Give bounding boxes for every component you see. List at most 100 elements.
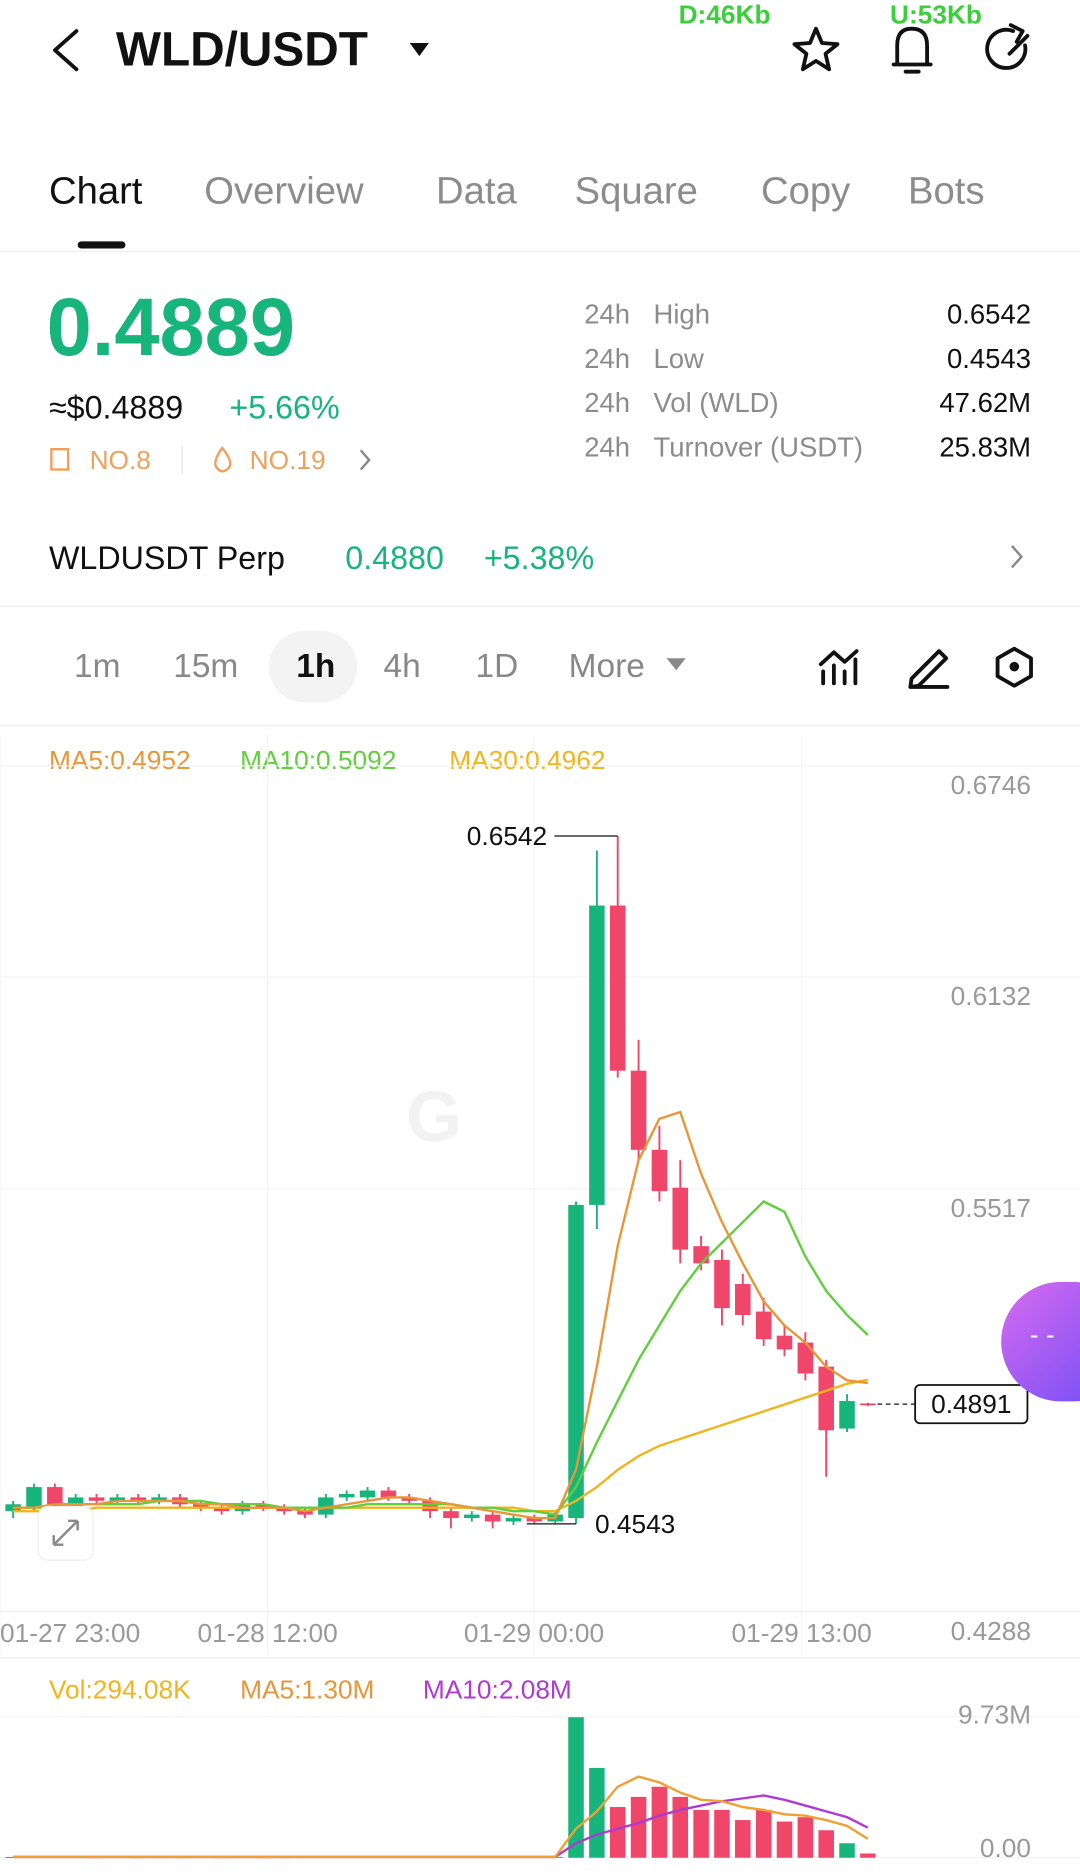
last-price: 0.4889 bbox=[47, 282, 295, 373]
tab[interactable]: Data bbox=[436, 170, 517, 213]
y-tick-label: 0.5517 bbox=[951, 1193, 1031, 1223]
volume-bar bbox=[693, 1809, 709, 1858]
floating-button[interactable] bbox=[1001, 1281, 1080, 1402]
y-tick-label: 0.6132 bbox=[951, 981, 1031, 1011]
volume-bar bbox=[860, 1853, 876, 1858]
candle-body bbox=[818, 1366, 834, 1431]
ma-label: MA5:0.4952 bbox=[49, 745, 191, 775]
tab[interactable]: Copy bbox=[761, 170, 851, 213]
tab[interactable]: Chart bbox=[49, 170, 143, 213]
rank[interactable]: NO.8 bbox=[90, 445, 151, 475]
volume-bar bbox=[672, 1796, 689, 1858]
candle-body bbox=[151, 1497, 167, 1501]
alert-icon[interactable] bbox=[891, 26, 933, 74]
stat-value: 0.4543 bbox=[947, 343, 1031, 374]
candle-body bbox=[714, 1259, 730, 1309]
candle-body bbox=[755, 1311, 772, 1340]
watermark: G bbox=[406, 1077, 462, 1157]
settings-icon[interactable] bbox=[995, 646, 1033, 688]
candle-body bbox=[109, 1497, 126, 1501]
x-tick-label: 01-29 00:00 bbox=[464, 1618, 604, 1648]
more-dropdown[interactable] bbox=[666, 658, 686, 671]
divider bbox=[0, 250, 1080, 253]
volume-bar bbox=[714, 1809, 730, 1858]
favorite-icon[interactable] bbox=[792, 26, 840, 72]
volume-bar bbox=[776, 1821, 793, 1858]
stat-period: 24h bbox=[584, 431, 630, 462]
y-tick-label: 0.4288 bbox=[951, 1616, 1031, 1646]
separator bbox=[181, 445, 183, 475]
interval[interactable]: 1D bbox=[475, 648, 518, 685]
stat-value: 0.6542 bbox=[947, 299, 1031, 330]
ma10-line bbox=[13, 1200, 869, 1516]
candle-body bbox=[213, 1507, 230, 1512]
stat-value: 47.62M bbox=[939, 387, 1031, 418]
candle-body bbox=[839, 1401, 855, 1429]
back-button[interactable] bbox=[53, 29, 79, 72]
candle-body bbox=[672, 1187, 689, 1250]
candle-body bbox=[651, 1149, 668, 1192]
candle-body bbox=[422, 1500, 438, 1512]
candle-body bbox=[797, 1342, 814, 1374]
perp-change: +5.38% bbox=[484, 540, 594, 576]
candle-body bbox=[67, 1497, 84, 1508]
ma30-line bbox=[13, 1378, 869, 1513]
stat-label: Low bbox=[653, 343, 704, 374]
share-icon[interactable] bbox=[985, 23, 1030, 70]
rank-icon bbox=[50, 448, 70, 471]
divider bbox=[0, 605, 1080, 607]
price-chart: 0.6746 0.6132 0.5517 0.4288 01-27 23:00 01-28… bbox=[0, 734, 1080, 1655]
volume-bar bbox=[818, 1830, 834, 1858]
interval[interactable]: 15m bbox=[173, 648, 238, 685]
interval-selected-bg bbox=[268, 630, 358, 703]
pair-dropdown[interactable] bbox=[409, 43, 429, 57]
upload-rate: U:53Kb bbox=[890, 0, 982, 29]
interval[interactable]: 1m bbox=[74, 648, 120, 685]
interval[interactable]: More bbox=[569, 648, 645, 685]
stats: 24h High 0.6542 24h Low 0.4543 24h Vol (WLD) 47.… bbox=[584, 299, 1031, 463]
interval[interactable]: 1h bbox=[296, 648, 335, 685]
stat-value: 25.83M bbox=[939, 431, 1031, 462]
volume-bar bbox=[797, 1817, 814, 1858]
candle-body bbox=[609, 905, 626, 1071]
interval[interactable]: 4h bbox=[383, 648, 420, 685]
candle-body bbox=[318, 1497, 334, 1515]
perp-name[interactable]: WLDUSDT Perp bbox=[49, 540, 285, 576]
candle-body bbox=[568, 1204, 584, 1519]
ma5-line bbox=[13, 1110, 868, 1520]
vol-ma5-line bbox=[13, 1775, 869, 1859]
candle-body bbox=[88, 1497, 105, 1501]
perp-price: 0.4880 bbox=[345, 540, 444, 576]
stat-period: 24h bbox=[584, 343, 630, 374]
low-label: 0.4543 bbox=[595, 1509, 675, 1539]
candle-body bbox=[484, 1514, 501, 1522]
candle-body bbox=[297, 1511, 313, 1515]
change: +5.66% bbox=[229, 389, 339, 425]
y-tick-label: 0.00 bbox=[980, 1833, 1031, 1863]
volume-bar bbox=[735, 1820, 751, 1858]
ma-label: MA30:0.4962 bbox=[449, 745, 605, 775]
stat-period: 24h bbox=[584, 387, 630, 418]
x-tick-label: 01-29 13:00 bbox=[732, 1618, 872, 1648]
draw-icon[interactable] bbox=[908, 649, 950, 689]
chevron[interactable] bbox=[1011, 545, 1024, 569]
y-tick-label: 0.6746 bbox=[951, 770, 1031, 800]
candle-body bbox=[359, 1490, 376, 1498]
volume-bar bbox=[651, 1786, 668, 1858]
volume-bar bbox=[568, 1717, 584, 1858]
candle-body bbox=[735, 1284, 751, 1316]
divider bbox=[0, 725, 1080, 727]
tab[interactable]: Bots bbox=[908, 170, 984, 213]
indicator-icon[interactable] bbox=[818, 649, 859, 686]
stat-label: Turnover (USDT) bbox=[653, 431, 863, 462]
candle-body bbox=[380, 1490, 397, 1498]
pair-title[interactable]: WLD/USDT bbox=[116, 24, 368, 77]
tab[interactable]: Square bbox=[575, 170, 698, 213]
candle-body bbox=[47, 1487, 63, 1508]
rank[interactable]: NO.19 bbox=[250, 445, 326, 475]
chevron[interactable] bbox=[359, 449, 371, 471]
candle-body bbox=[776, 1335, 793, 1350]
tab[interactable]: Overview bbox=[204, 170, 364, 213]
candle-body bbox=[526, 1518, 543, 1522]
